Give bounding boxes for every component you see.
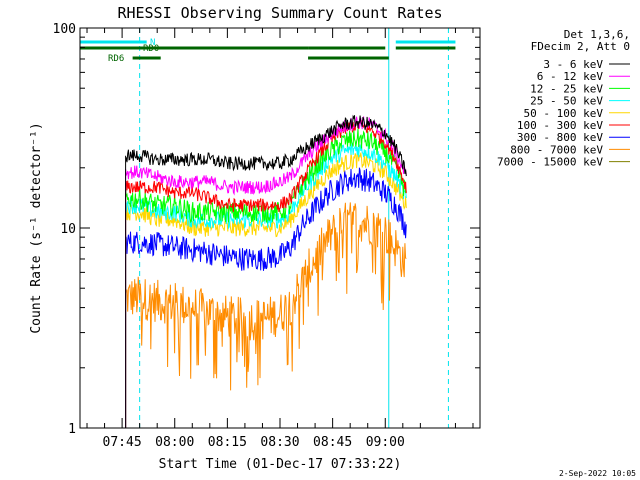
x-tick-label-4: 08:45 (313, 435, 352, 450)
x-tick-label-0: 07:45 (103, 435, 142, 450)
x-axis-label: Start Time (01-Dec-17 07:33:22) (159, 457, 402, 472)
footer-date: 2-Sep-2022 10:05 (559, 469, 636, 478)
legend-header-line-2: FDecim 2, Att 0 (531, 40, 630, 53)
series-trace-12-25-kev (125, 128, 407, 428)
x-tick-label-1: 08:00 (155, 435, 194, 450)
legend-label-7000-15000-kev: 7000 - 15000 keV (497, 156, 603, 169)
flag-bar-label-rd0: RD0 (143, 44, 159, 54)
y-tick-label-1: 10 (60, 222, 76, 237)
frame-layer: 1 10 100 07:45 08:00 08:15 08:30 08:45 09:00 3 - … (53, 22, 630, 450)
flag-bar-label-n: N (150, 38, 155, 48)
series-trace-50-100-kev (125, 151, 407, 428)
legend-label-50-100-kev: 50 - 100 keV (524, 107, 604, 120)
series-trace-3-6-kev (125, 114, 407, 428)
x-tick-label-2: 08:15 (208, 435, 247, 450)
legend-label-300-800-kev: 300 - 800 keV (517, 131, 603, 144)
y-tick-label-0: 1 (68, 422, 76, 437)
legend-label-3-6-kev: 3 - 6 keV (543, 58, 603, 71)
series-trace-800-7000-kev (125, 202, 407, 428)
legend-label-12-25-kev: 12 - 25 keV (530, 82, 603, 95)
legend-label-6-12-kev: 6 - 12 keV (537, 70, 604, 83)
x-tick-label-3: 08:30 (260, 435, 299, 450)
x-tick-label-5: 09:00 (366, 435, 405, 450)
series-trace-6-12-kev (125, 116, 407, 428)
series-trace-300-800-kev (125, 167, 407, 428)
legend-label-25-50-kev: 25 - 50 keV (530, 95, 603, 108)
y-tick-label-2: 100 (53, 22, 76, 37)
legend-header-line-1: Det 1,3,6, (564, 28, 630, 41)
y-axis-label: Count Rate (s⁻¹ detector⁻¹) (29, 122, 44, 333)
legend-label-800-7000-kev: 800 - 7000 keV (510, 143, 603, 156)
chart-title: RHESSI Observing Summary Count Rates (117, 4, 442, 22)
legend-label-100-300-kev: 100 - 300 keV (517, 119, 603, 132)
flag-bar-label-rd6: RD6 (108, 54, 124, 64)
